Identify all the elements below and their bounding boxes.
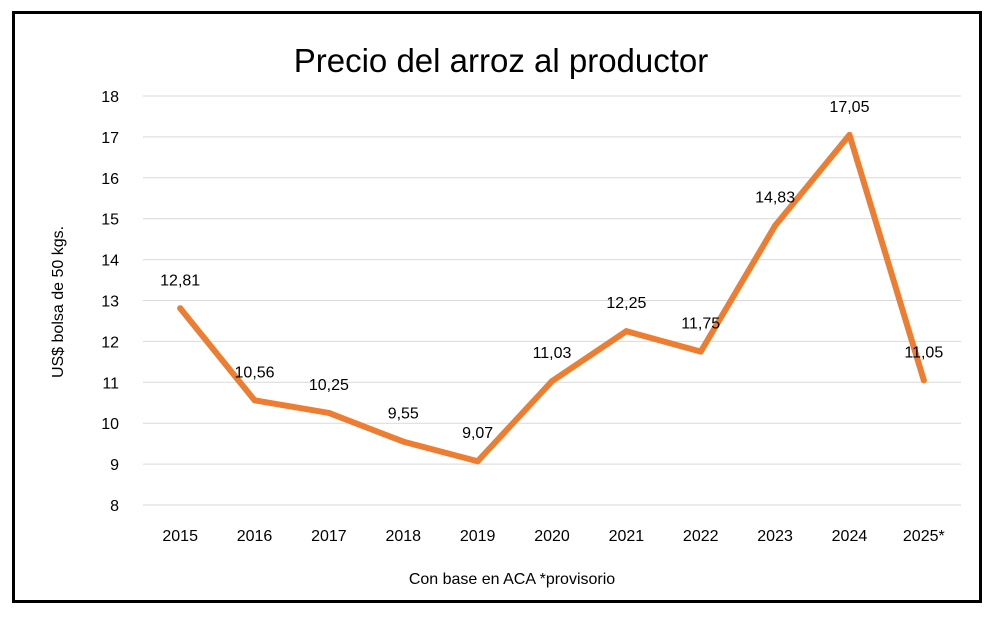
gridlines [143,95,961,506]
data-label: 12,81 [160,272,200,289]
y-tick-label: 10 [101,416,119,433]
data-point [772,222,779,229]
data-label: 17,05 [829,99,869,116]
chart-frame: Precio del arroz al productor 8 9 10 11 12 13… [12,11,982,603]
y-tick-label: 18 [101,89,119,106]
x-tick-label: 2025* [903,528,945,545]
x-tick-label: 2016 [237,528,273,545]
series-line [177,131,927,465]
data-label: 10,56 [235,364,275,381]
y-tick-label: 13 [101,294,119,311]
data-point [697,348,704,355]
data-point [325,409,332,416]
y-tick-label: 15 [101,212,119,229]
x-tick-label: 2020 [534,528,570,545]
data-point [846,131,853,138]
data-point [549,378,555,385]
x-tick-label: 2022 [683,528,719,545]
y-tick-label: 12 [101,334,119,351]
data-point [474,458,481,465]
data-label: 9,07 [462,425,493,442]
x-tick-label: 2017 [311,528,347,545]
x-tick-label: 2015 [162,528,198,545]
data-label: 10,25 [309,377,349,394]
data-label: 9,55 [388,406,419,423]
x-axis-ticks: 2015 2016 2017 2018 2019 2020 2021 2022 2023 2024… [162,528,944,545]
data-label: 12,25 [606,295,646,312]
series-group [177,131,927,465]
y-axis-ticks: 8 9 10 11 12 13 14 15 16 17 18 [101,89,119,515]
data-label: 11,05 [904,344,943,361]
data-labels: 12,81 10,56 10,25 9,55 9,07 11,03 12,25 11,75 14… [160,99,943,442]
data-point [177,305,184,312]
y-axis-title: US$ bolsa de 50 kgs. [50,226,67,378]
data-point [400,438,407,445]
line-chart: Precio del arroz al productor 8 9 10 11 12 13… [50,42,961,588]
data-label: 11,03 [533,345,572,362]
data-point [920,377,927,384]
x-axis-title: Con base en ACA *provisorio [409,571,615,588]
y-tick-label: 17 [101,130,119,147]
data-label: 11,75 [681,316,720,333]
y-tick-label: 16 [101,171,119,188]
x-tick-label: 2024 [832,528,868,545]
x-tick-label: 2019 [460,528,496,545]
x-tick-label: 2021 [609,528,645,545]
x-tick-label: 2023 [757,528,793,545]
x-tick-label: 2018 [385,528,421,545]
data-point [251,397,258,404]
chart-title: Precio del arroz al productor [294,42,709,79]
y-tick-label: 8 [110,498,119,515]
y-tick-label: 14 [101,253,119,270]
data-point [623,328,630,335]
y-tick-label: 9 [110,457,119,474]
data-label: 14,83 [755,190,795,207]
y-tick-label: 11 [102,375,119,392]
